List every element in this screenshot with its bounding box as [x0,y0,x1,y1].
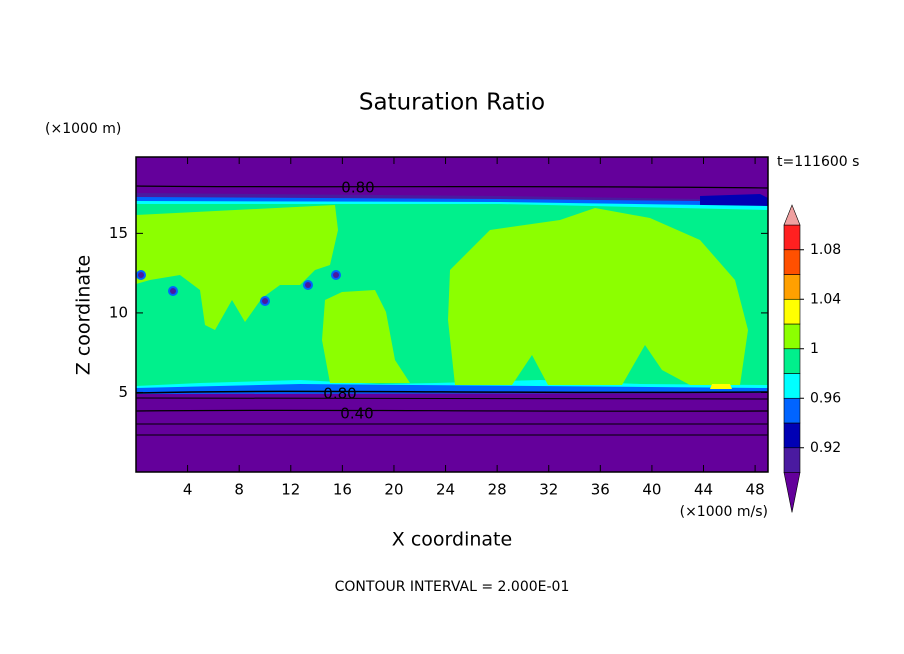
field-region [448,208,748,385]
colorbar-tick-label: 1.08 [810,242,841,258]
x-tick-label: 16 [333,481,352,499]
footer: CONTOUR INTERVAL = 2.000E-01 [335,579,570,595]
colorbar-box [783,397,801,424]
plot-frame [135,156,769,473]
contour-label: 0.80 [323,385,356,403]
colorbar-box [783,249,801,275]
colorbar-over [783,204,801,226]
colorbar-box [783,298,801,325]
contour-line [135,409,769,412]
contour-line [135,434,769,436]
field-region [136,205,338,330]
field-region [138,272,144,278]
field-region [305,282,311,288]
x-tick-label: 40 [642,481,661,499]
x-tick-label: 32 [539,481,558,499]
x-tick-label: 12 [281,481,300,499]
colorbar-tick-label: 1.04 [810,291,841,307]
contour-label: 0.80 [341,179,374,197]
colorbar-box [783,447,801,473]
field-region [333,272,339,278]
x-tick-label: 20 [384,481,403,499]
contour-line [135,390,769,394]
contour-label: 0.40 [340,405,373,423]
colorbar-box [783,348,801,374]
colorbar-box [783,422,801,449]
x-tick-label: 28 [488,481,507,499]
x-tick-label: 36 [591,481,610,499]
field-region [170,288,176,294]
x-tick-label: 24 [436,481,455,499]
x-unit-label: (×1000 m/s) [680,504,768,520]
chart-title: Saturation Ratio [359,90,545,116]
contour-line [135,185,769,189]
contour-line [135,397,769,400]
colorbar-box [783,224,801,251]
x-tick-label: 8 [234,481,244,499]
colorbar-box [783,274,801,300]
colorbar-box [783,323,801,350]
field-region [262,298,268,304]
colorbar-under [783,472,801,513]
field-region [710,384,732,389]
field-region [322,290,410,383]
x-tick-label: 4 [183,481,193,499]
x-axis-label: X coordinate [392,529,512,551]
colorbar-tick-label: 1 [810,341,819,357]
colorbar-tick-label: 0.96 [810,390,841,406]
x-tick-label: 48 [746,481,765,499]
y-unit-label: (×1000 m) [45,121,121,137]
x-tick-label: 44 [694,481,713,499]
y-axis-label: Z coordinate [73,255,95,375]
y-tick-label: 15 [109,224,128,242]
y-tick-label: 5 [118,383,128,401]
colorbar-tick-label: 0.92 [810,440,841,456]
time-label: t=111600 s [777,154,859,170]
y-tick-label: 10 [109,303,128,321]
colorbar-box [783,373,801,399]
